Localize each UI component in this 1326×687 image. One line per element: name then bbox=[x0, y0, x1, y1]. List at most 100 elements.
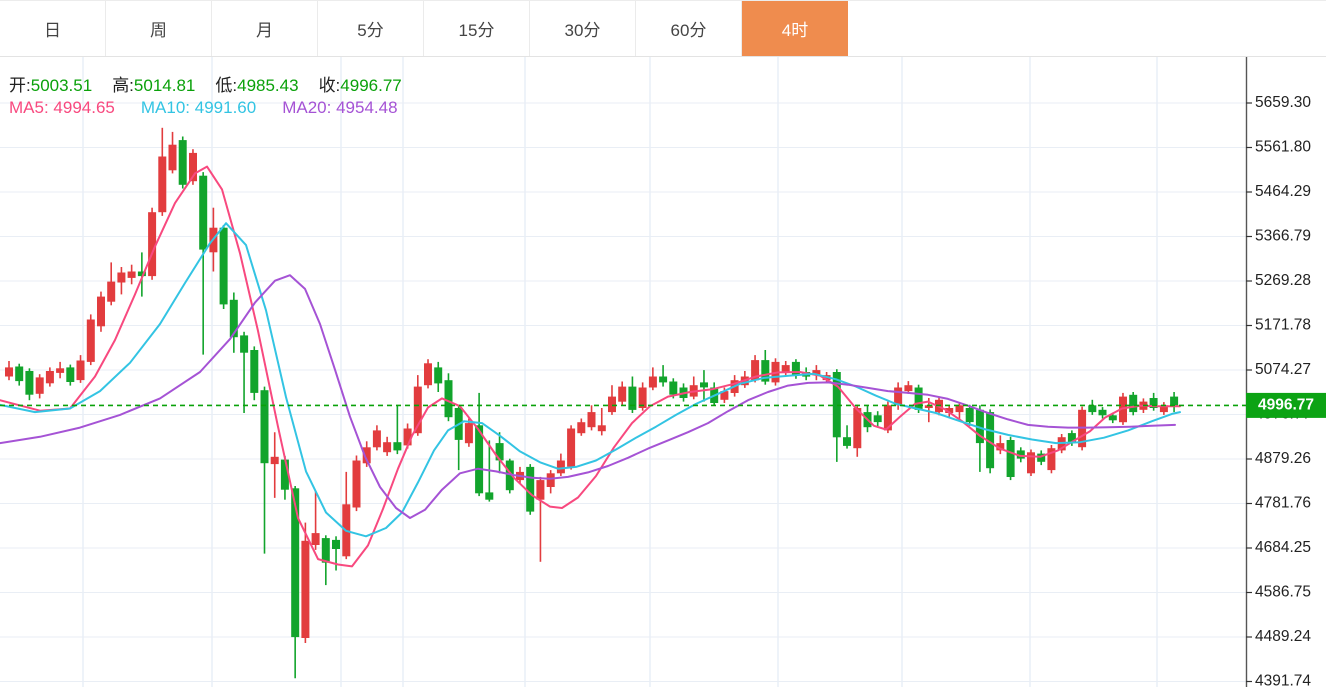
candle-down bbox=[1149, 398, 1158, 408]
candle-up bbox=[301, 540, 310, 638]
tab-label: 60分 bbox=[670, 21, 707, 40]
candle-up bbox=[424, 363, 432, 386]
candle-up bbox=[1027, 452, 1035, 474]
current-price-label: 4996.77 bbox=[1258, 396, 1314, 413]
low-value: 4985.43 bbox=[237, 76, 299, 95]
open-value: 5003.51 bbox=[30, 76, 93, 95]
candle-up bbox=[35, 377, 44, 394]
grid-lines bbox=[0, 57, 1246, 687]
candle-up bbox=[413, 386, 422, 434]
candle-up bbox=[117, 272, 126, 283]
candle-up bbox=[597, 425, 606, 432]
candle-up bbox=[546, 473, 555, 487]
tab-month[interactable]: 月 bbox=[212, 1, 318, 56]
candle-down bbox=[669, 381, 678, 395]
candlestick-chart-area[interactable]: 5659.30 5561.80 5464.29 5366.79 5269.28 5171.… bbox=[0, 57, 1326, 687]
candle-up bbox=[270, 456, 279, 465]
axis-tick-label: 5366.79 bbox=[1255, 228, 1311, 245]
tab-5min[interactable]: 5分 bbox=[318, 1, 424, 56]
candle-up bbox=[894, 387, 903, 406]
tab-week[interactable]: 周 bbox=[106, 1, 212, 56]
candle-down bbox=[332, 539, 340, 549]
candle-down bbox=[240, 335, 249, 353]
candle-up bbox=[97, 296, 105, 327]
candle-down bbox=[321, 538, 330, 563]
candle-up bbox=[577, 422, 586, 434]
high-label: 高: bbox=[112, 76, 134, 95]
candle-down bbox=[1088, 405, 1097, 413]
tab-label: 15分 bbox=[458, 21, 495, 40]
candle-down bbox=[700, 382, 708, 388]
candle-down bbox=[914, 387, 923, 410]
period-tabbar: 日 周 月 5分 15分 30分 60分 4时 bbox=[0, 0, 1326, 57]
tab-label: 月 bbox=[256, 21, 273, 40]
current-price-badge: 4996.77 bbox=[1246, 392, 1326, 418]
candle-up bbox=[311, 533, 320, 545]
candle-up bbox=[189, 152, 197, 182]
candle-up bbox=[1047, 448, 1056, 471]
candle-down bbox=[505, 460, 514, 491]
axis-tick-label: 4684.25 bbox=[1255, 539, 1311, 556]
candle-up bbox=[853, 408, 862, 449]
axis-tick-label: 5171.78 bbox=[1255, 317, 1311, 334]
candle-down bbox=[1098, 409, 1107, 416]
candle-down bbox=[1037, 453, 1046, 462]
ma5-label: MA5: bbox=[9, 98, 49, 117]
ma5-line bbox=[0, 165, 1181, 568]
candle-down bbox=[219, 227, 228, 305]
candle-up bbox=[86, 319, 95, 362]
tab-day[interactable]: 日 bbox=[0, 1, 106, 56]
candle-down bbox=[475, 425, 484, 494]
candle-up bbox=[904, 385, 913, 392]
candle-up bbox=[168, 144, 177, 171]
candle-up bbox=[618, 386, 627, 402]
ma5-legend: MA5: 4994.65 bbox=[9, 98, 115, 118]
tab-15min[interactable]: 15分 bbox=[424, 1, 530, 56]
candle-up bbox=[383, 442, 392, 453]
candle-down bbox=[986, 412, 995, 469]
candle-up bbox=[812, 370, 821, 376]
candle-down bbox=[526, 466, 535, 512]
candle-down bbox=[761, 360, 770, 382]
candle-up bbox=[996, 443, 1005, 451]
candle-up bbox=[464, 423, 473, 444]
candle-up bbox=[1119, 396, 1127, 423]
candle-down bbox=[965, 408, 974, 423]
tab-label: 30分 bbox=[564, 21, 601, 40]
candle-down bbox=[1067, 433, 1076, 444]
axis-tick-label: 5074.27 bbox=[1255, 361, 1311, 378]
axis-tick-label: 4489.24 bbox=[1255, 628, 1311, 645]
ma10-line bbox=[0, 222, 1181, 538]
low-label: 低: bbox=[215, 76, 238, 95]
candle-down bbox=[291, 488, 300, 638]
axis-tick-label: 5561.80 bbox=[1255, 139, 1311, 156]
candle-up bbox=[127, 271, 136, 278]
candle-down bbox=[199, 175, 208, 250]
candle-up bbox=[1159, 405, 1168, 413]
tab-30min[interactable]: 30分 bbox=[530, 1, 636, 56]
candle-up bbox=[608, 396, 616, 413]
candle-down bbox=[260, 390, 269, 464]
candle-up bbox=[567, 428, 576, 467]
ma10-value: 4991.60 bbox=[194, 98, 257, 117]
open-label: 开: bbox=[9, 76, 31, 95]
tab-60min[interactable]: 60分 bbox=[636, 1, 742, 56]
ma20-value: 4954.48 bbox=[336, 98, 398, 117]
candle-up bbox=[148, 212, 157, 277]
candle-down bbox=[832, 372, 841, 438]
candle-up bbox=[720, 391, 729, 400]
badge-rect bbox=[1246, 392, 1326, 418]
ohlc-legend: 开:5003.51 高:5014.81 低:4985.43 收:4996.77 bbox=[9, 71, 402, 96]
axis-tick-label: 5464.29 bbox=[1255, 183, 1311, 200]
candle-down bbox=[495, 443, 504, 461]
axis-tick-label: 4391.74 bbox=[1255, 673, 1311, 687]
candle-down bbox=[137, 271, 146, 277]
candles-layer bbox=[5, 127, 1179, 679]
candle-down bbox=[873, 415, 882, 423]
candle-up bbox=[352, 460, 361, 508]
candle-down bbox=[250, 350, 259, 393]
axis-tick-label: 4879.26 bbox=[1255, 450, 1311, 467]
candle-down bbox=[1108, 415, 1117, 421]
tab-4hour[interactable]: 4时 bbox=[742, 1, 848, 56]
